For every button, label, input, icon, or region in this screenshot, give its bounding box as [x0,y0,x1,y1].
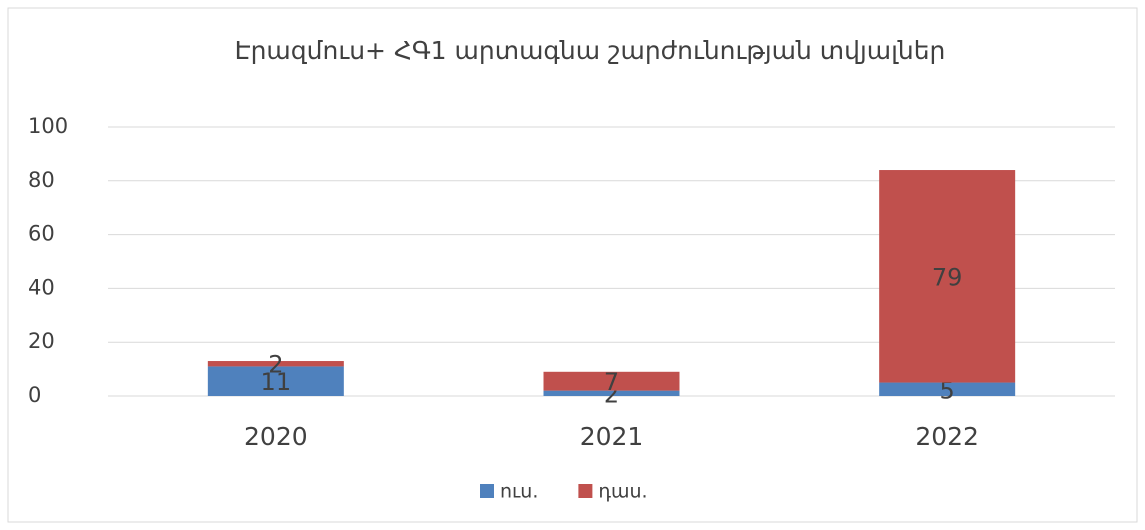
bar-segment [879,382,1016,396]
y-tick-label: 80 [28,168,55,192]
bar-segment [207,361,344,367]
x-tick-label: 2022 [915,422,979,451]
data-label: 79 [932,263,963,291]
bar-segment [207,366,344,396]
data-label: 5 [940,376,955,404]
bar-segment [543,371,680,391]
legend-label: ուս. [500,481,538,503]
legend-swatch [578,484,593,498]
y-tick-label: 60 [28,222,55,246]
y-tick-label: 100 [28,114,68,138]
bar-segment [879,170,1016,383]
y-tick-label: 20 [28,329,55,353]
data-label: 7 [604,368,619,396]
legend-label: դաս. [598,481,647,503]
x-tick-label: 2021 [580,422,644,451]
y-tick-label: 40 [28,275,55,299]
y-tick-label: 0 [28,383,41,407]
data-label: 11 [261,368,292,396]
bar-segment [543,390,680,396]
chart-title: Էրազմուս+ ՀԳ1 արտագնա շարժունության տվյա… [235,36,946,65]
data-label: 2 [268,351,283,379]
legend-swatch [480,484,494,498]
x-tick-label: 2020 [244,422,308,451]
